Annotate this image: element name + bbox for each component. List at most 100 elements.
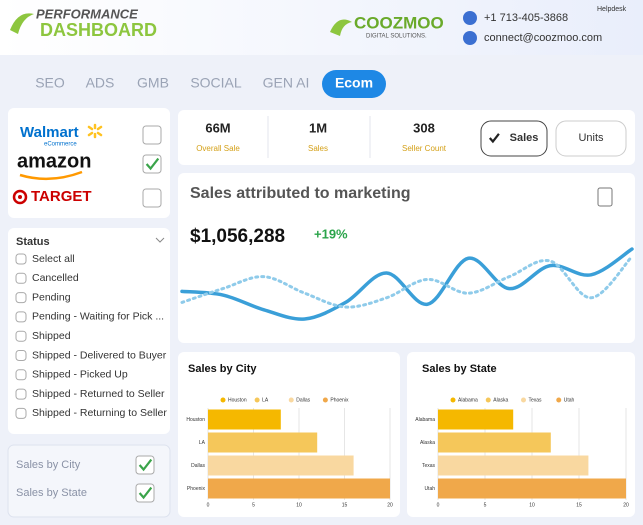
- store-sub: eCommerce: [44, 142, 77, 148]
- phone: +1 713-405-3868: [484, 12, 568, 24]
- status-option[interactable]: Cancelled: [32, 272, 79, 284]
- bar: [208, 455, 354, 476]
- status-option[interactable]: Shipped - Picked Up: [32, 369, 128, 381]
- status-title: Status: [16, 236, 50, 248]
- x-tick-label: 5: [484, 502, 487, 508]
- brand-bottom: DASHBOARD: [40, 20, 157, 40]
- status-option[interactable]: Select all: [32, 253, 75, 265]
- check-mark: [138, 486, 153, 500]
- stores-panel: [8, 108, 170, 218]
- checkbox[interactable]: [15, 407, 27, 419]
- line-series: [180, 247, 634, 321]
- report-icon[interactable]: [597, 187, 613, 207]
- checkbox[interactable]: [15, 292, 27, 304]
- store-name: amazon: [17, 150, 91, 172]
- status-option[interactable]: Shipped - Returned to Seller: [32, 388, 165, 400]
- checkbox[interactable]: [15, 388, 27, 400]
- status-option[interactable]: Pending - Waiting for Pick ...: [32, 311, 164, 323]
- email: connect@coozmoo.com: [484, 32, 602, 44]
- header-bg: [0, 0, 643, 55]
- toggle-label[interactable]: Units: [578, 132, 604, 144]
- x-tick-label: 5: [252, 502, 255, 508]
- tab-active-bg[interactable]: [322, 70, 386, 98]
- marketing-title: Sales attributed to marketing: [190, 185, 411, 202]
- x-tick-label: 0: [207, 502, 210, 508]
- helpdesk[interactable]: Helpdesk: [597, 6, 627, 13]
- marketing-change: +19%: [314, 226, 348, 241]
- kpi-label: Seller Count: [402, 144, 447, 153]
- legend-label: Texas: [529, 397, 543, 403]
- bar: [438, 409, 514, 430]
- status-option[interactable]: Shipped - Delivered to Buyer: [32, 349, 167, 361]
- filter-label: Sales by State: [16, 487, 87, 499]
- tab[interactable]: SOCIAL: [190, 75, 242, 91]
- bar: [438, 432, 551, 453]
- company-tagline: DIGITAL SOLUTIONS.: [366, 34, 427, 40]
- target-icon: [12, 189, 28, 205]
- tab[interactable]: ADS: [86, 75, 115, 91]
- legend-swatch: [254, 397, 260, 403]
- brand-top: PERFORMANCE: [36, 6, 138, 21]
- store-name: Walmart: [20, 124, 79, 141]
- checkbox[interactable]: [15, 330, 27, 342]
- checkbox[interactable]: [15, 311, 27, 323]
- email-icon: [463, 31, 477, 45]
- legend-label: Houston: [228, 397, 247, 403]
- filters-panel: [7, 444, 171, 518]
- y-tick-label: Alaska: [420, 440, 435, 446]
- status-panel: [8, 228, 170, 434]
- x-tick-label: 10: [296, 502, 302, 508]
- walmart-spark: [87, 123, 103, 139]
- checkbox[interactable]: [135, 455, 155, 475]
- check-mark: [138, 458, 153, 472]
- toggle[interactable]: [555, 120, 627, 157]
- x-tick-label: 20: [623, 502, 629, 508]
- checkbox[interactable]: [15, 253, 27, 265]
- x-tick-label: 15: [342, 502, 348, 508]
- store-name: TARGET: [31, 188, 92, 205]
- chevron[interactable]: [155, 237, 165, 243]
- x-tick-label: 15: [576, 502, 582, 508]
- bar: [438, 455, 589, 476]
- legend-swatch: [485, 397, 491, 403]
- y-tick-label: Phoenix: [187, 486, 206, 492]
- y-tick-label: Texas: [422, 463, 436, 469]
- status-option[interactable]: Pending: [32, 291, 71, 303]
- tab[interactable]: SEO: [35, 75, 65, 91]
- kpi-value: 308: [413, 120, 435, 135]
- filter-label: Sales by City: [16, 459, 81, 471]
- target-icon: [18, 195, 22, 199]
- kpi-label: Overall Sale: [196, 144, 240, 153]
- tab[interactable]: GMB: [137, 75, 169, 91]
- company-name: COOZMOO: [354, 13, 444, 32]
- company-logo: [330, 19, 352, 36]
- status-option[interactable]: Shipped: [32, 330, 71, 342]
- checkbox[interactable]: [142, 154, 162, 174]
- y-tick-label: Alabama: [415, 417, 435, 423]
- checkbox[interactable]: [142, 125, 162, 145]
- checkbox[interactable]: [142, 188, 162, 208]
- checkbox[interactable]: [15, 272, 27, 284]
- y-tick-label: Houston: [186, 417, 205, 423]
- x-tick-label: 0: [437, 502, 440, 508]
- phone-icon: [463, 11, 477, 25]
- bar: [208, 409, 281, 430]
- legend-label: Utah: [564, 397, 575, 403]
- legend-swatch: [521, 397, 526, 403]
- line-series: [180, 254, 634, 309]
- kpi-label: Sales: [308, 144, 328, 153]
- checkbox[interactable]: [15, 369, 27, 381]
- check-mark: [488, 133, 500, 144]
- legend-swatch: [288, 397, 294, 403]
- checkbox[interactable]: [15, 350, 27, 361]
- status-option[interactable]: Shipped - Returning to Seller: [32, 407, 167, 419]
- toggle[interactable]: [480, 120, 548, 157]
- tab[interactable]: Ecom: [335, 75, 373, 91]
- toggle-label[interactable]: Sales: [510, 132, 539, 144]
- legend-label: LA: [262, 397, 269, 403]
- legend-swatch: [450, 397, 456, 403]
- checkbox[interactable]: [135, 483, 155, 503]
- amazon-smile: [19, 170, 83, 181]
- chart-title: Sales by City: [188, 363, 257, 375]
- tab[interactable]: GEN AI: [263, 75, 310, 91]
